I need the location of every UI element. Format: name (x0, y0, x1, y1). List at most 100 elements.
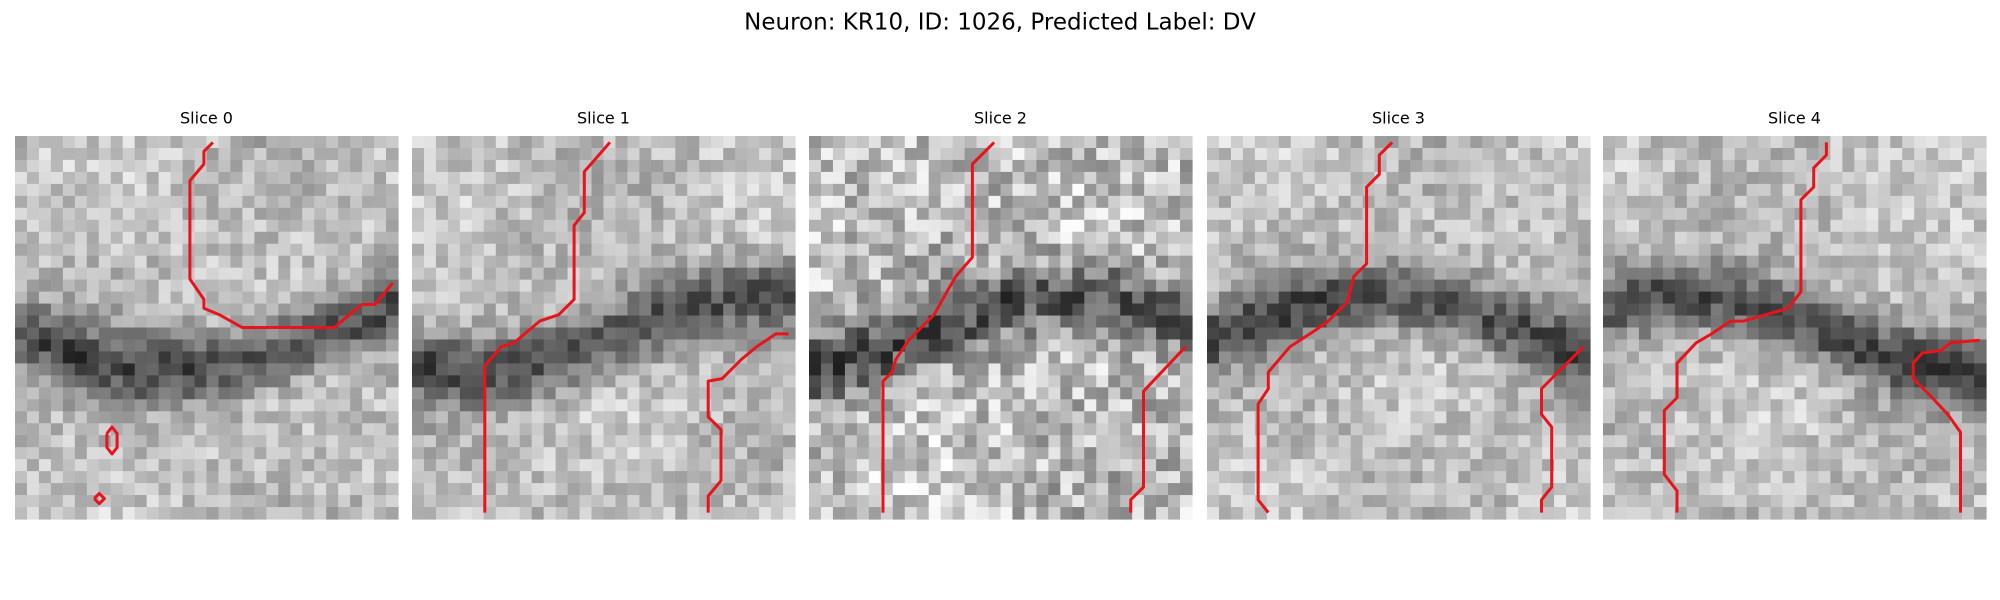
pixel (1302, 291, 1316, 305)
pixel (543, 399, 557, 412)
pixel (663, 171, 676, 185)
pixel (964, 195, 978, 209)
pixel (1746, 136, 1760, 149)
pixel (1662, 159, 1676, 173)
pixel (1446, 435, 1459, 448)
pixel (507, 243, 521, 257)
pixel (1422, 483, 1436, 496)
pixel (1108, 159, 1121, 173)
pixel (1012, 471, 1026, 484)
pixel (1614, 291, 1628, 305)
pixel (1878, 399, 1891, 412)
pixel (338, 231, 351, 245)
pixel (856, 399, 870, 412)
pixel (290, 255, 303, 269)
pixel (1000, 483, 1014, 496)
pixel (435, 291, 449, 305)
pixel (146, 219, 160, 233)
pixel (423, 147, 437, 161)
pixel (374, 303, 387, 317)
pixel (362, 219, 375, 233)
pixel (1266, 171, 1280, 185)
pixel (1422, 339, 1436, 353)
pixel (1012, 375, 1026, 388)
pixel (206, 375, 220, 388)
pixel (759, 255, 772, 269)
pixel (615, 255, 629, 269)
pixel (1758, 411, 1772, 424)
pixel (1734, 363, 1748, 376)
pixel (1770, 267, 1784, 281)
pixel (1096, 255, 1109, 269)
pixel (567, 136, 581, 149)
pixel (531, 495, 545, 508)
pixel (663, 363, 676, 376)
pixel (86, 147, 100, 161)
pixel (1374, 507, 1388, 520)
pixel (735, 267, 748, 281)
pixel (278, 435, 291, 448)
pixel (783, 423, 796, 436)
pixel (110, 507, 124, 520)
pixel (1830, 195, 1843, 209)
pixel (832, 315, 846, 329)
pixel (820, 363, 834, 376)
pixel (976, 495, 990, 508)
pixel (1072, 243, 1085, 257)
pixel (627, 447, 641, 460)
pixel (314, 459, 327, 472)
pixel (1012, 435, 1026, 448)
pixel (591, 483, 605, 496)
pixel (711, 219, 724, 233)
pixel (952, 495, 966, 508)
pixel (471, 435, 485, 448)
pixel (976, 243, 990, 257)
pixel (134, 231, 148, 245)
pixel (603, 339, 617, 353)
pixel (1326, 363, 1340, 376)
pixel (1278, 219, 1292, 233)
pixel (314, 267, 327, 281)
pixel (110, 255, 124, 269)
pixel (543, 363, 557, 376)
pixel (1542, 159, 1555, 173)
pixel (651, 303, 664, 317)
pixel (86, 255, 100, 269)
pixel (1770, 255, 1784, 269)
pixel (290, 411, 303, 424)
pixel (1878, 303, 1891, 317)
pixel (1686, 219, 1700, 233)
pixel (615, 459, 629, 472)
pixel (1168, 387, 1181, 400)
pixel (1866, 279, 1879, 293)
pixel (278, 279, 291, 293)
pixel (1207, 315, 1220, 329)
pixel (699, 147, 712, 161)
pixel (134, 291, 148, 305)
pixel (1662, 339, 1676, 353)
pixel (809, 291, 822, 305)
pixel (1302, 279, 1316, 293)
pixel (1842, 375, 1855, 388)
pixel (1434, 195, 1447, 209)
pixel (1048, 207, 1061, 221)
pixel (507, 159, 521, 173)
pixel (134, 195, 148, 209)
pixel (832, 159, 846, 173)
pixel (1614, 147, 1628, 161)
pixel (904, 483, 918, 496)
pixel (1108, 267, 1121, 281)
pixel (1024, 159, 1038, 173)
pixel (747, 399, 760, 412)
pixel (1662, 243, 1676, 257)
pixel (1314, 411, 1328, 424)
pixel (1398, 363, 1412, 376)
pixel (1938, 375, 1951, 388)
pixel (771, 375, 784, 388)
pixel (1156, 207, 1169, 221)
pixel (868, 447, 882, 460)
pixel (1662, 459, 1676, 472)
pixel (687, 159, 700, 173)
pixel (1578, 255, 1591, 269)
pixel (1120, 171, 1133, 185)
